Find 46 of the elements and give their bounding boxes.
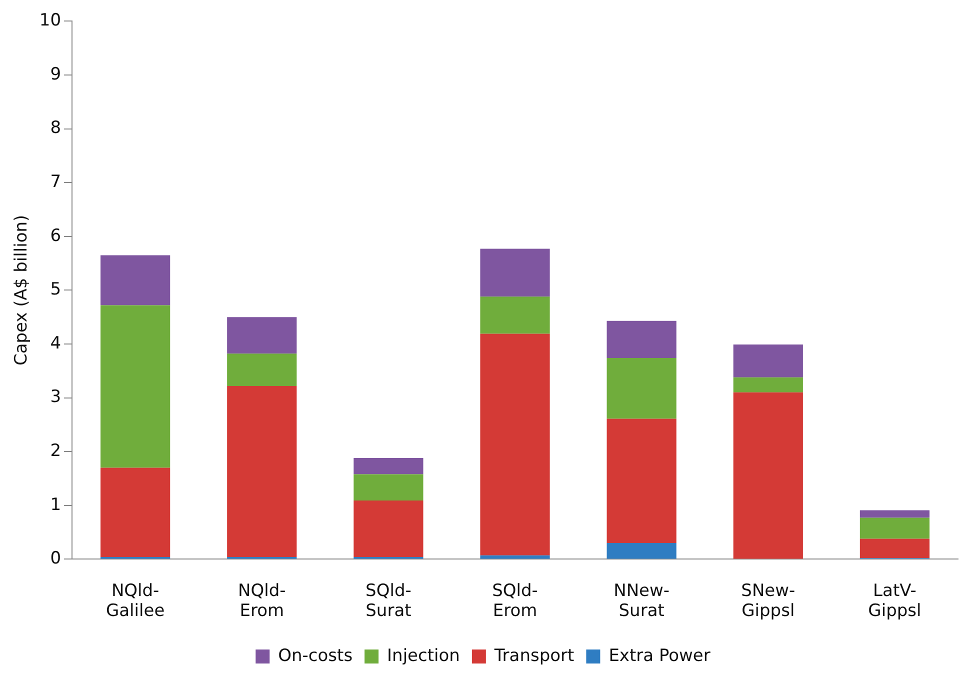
x-tick-label: NQld- Erom (238, 580, 286, 622)
legend-label: Extra Power (608, 646, 710, 666)
bar (480, 334, 550, 556)
legend-label: Transport (493, 646, 575, 666)
bar (480, 555, 550, 559)
bar (733, 377, 803, 392)
legend-label: Injection (387, 646, 460, 666)
y-tick-label: 7 (50, 172, 62, 192)
bar (354, 458, 424, 474)
bar (100, 305, 170, 468)
y-tick-label: 2 (50, 441, 62, 462)
y-tick-label: 0 (50, 548, 62, 569)
y-tick-label: 9 (50, 64, 62, 84)
legend-label: On-costs (278, 646, 353, 666)
y-axis-title: Capex (A$ billion) (12, 214, 32, 366)
bar (227, 354, 297, 386)
bar (606, 543, 676, 559)
bar (733, 344, 803, 378)
y-tick-label: 6 (50, 226, 62, 246)
x-tick-label: SQld- Surat (366, 580, 412, 622)
y-tick-label: 8 (50, 118, 62, 138)
bar (227, 386, 297, 558)
bar (354, 500, 424, 558)
bar (860, 510, 930, 518)
y-tick-label: 3 (50, 387, 62, 408)
x-tick-label: SNew- Gippsl (741, 580, 796, 622)
y-tick-label: 5 (50, 280, 62, 300)
bar (606, 358, 676, 419)
y-tick-label: 10 (39, 10, 62, 31)
y-tick-label: 4 (50, 333, 62, 354)
bar (227, 317, 297, 354)
bar (100, 255, 170, 306)
bar (354, 474, 424, 501)
x-tick-label: NNew- Surat (614, 580, 670, 622)
x-tick-label: NQld- Galilee (106, 580, 165, 622)
bar (860, 538, 930, 558)
bar (480, 248, 550, 297)
bar (606, 320, 676, 358)
bar (860, 518, 930, 539)
x-tick-label: LatV- Gippsl (868, 580, 922, 622)
x-tick-label: SQld- Erom (492, 580, 538, 622)
bar (733, 392, 803, 559)
y-tick-label: 1 (50, 494, 62, 515)
bar (480, 296, 550, 334)
bar (606, 418, 676, 544)
bar (100, 468, 170, 558)
